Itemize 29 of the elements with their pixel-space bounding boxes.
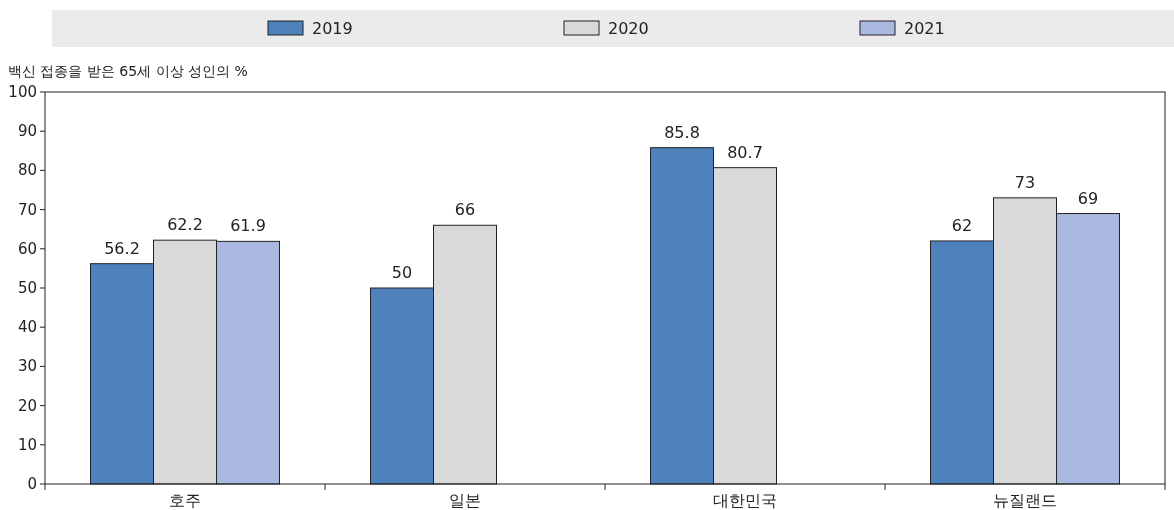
x-tick-label: 뉴질랜드 [993,491,1057,510]
y-tick-label: 40 [17,318,37,337]
data-label: 61.9 [230,216,266,236]
data-label: 69 [1077,188,1099,208]
y-tick-label: 60 [17,239,37,258]
y-tick-label: 100 [8,83,37,101]
legend-label: 2021 [904,19,945,38]
data-label: 85.8 [664,122,700,142]
legend-label: 2019 [312,19,353,38]
y-tick-label: 10 [17,435,37,454]
legend-label: 2020 [608,19,649,38]
data-label: 66 [454,200,476,220]
y-tick-label: 20 [17,396,37,415]
data-label: 62.2 [167,215,203,235]
y-tick-label: 0 [27,475,37,493]
data-label: 56.2 [104,238,140,258]
y-axis-title: 백신 접종을 받은 65세 이상 성인의 % [8,63,248,79]
y-tick-label: 50 [17,279,37,297]
data-label: 80.7 [727,142,763,162]
x-tick-label: 일본 [449,491,481,510]
data-label: 50 [391,263,413,282]
y-tick-label: 90 [17,122,37,141]
data-label: 73 [1014,172,1036,192]
x-tick-label: 대한민국 [713,491,777,510]
x-tick-label: 호주 [169,491,201,510]
y-tick-label: 80 [17,161,37,180]
y-tick-label: 30 [17,357,37,376]
data-label: 62 [951,215,973,235]
y-tick-label: 70 [17,200,37,219]
